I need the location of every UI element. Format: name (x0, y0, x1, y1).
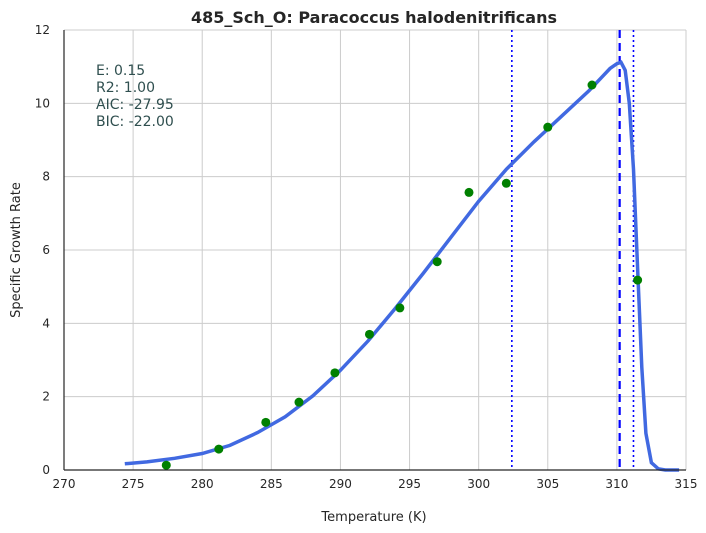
y-tick-label: 4 (42, 316, 50, 330)
data-point (464, 187, 474, 197)
data-point (395, 303, 405, 313)
stat-line: E: 0.15 (96, 63, 145, 79)
x-tick-label: 290 (329, 477, 352, 491)
x-tick-label: 315 (675, 477, 698, 491)
axes (63, 30, 686, 471)
stat-line: AIC: -27.95 (96, 97, 174, 113)
x-tick-label: 285 (260, 477, 283, 491)
y-tick-label: 8 (42, 170, 50, 184)
data-point (330, 368, 340, 378)
stat-line: R2: 1.00 (96, 80, 155, 96)
y-tick-label: 6 (42, 243, 50, 257)
data-point (364, 329, 374, 339)
x-tick-label: 295 (398, 477, 421, 491)
y-tick-label: 2 (42, 390, 50, 404)
data-point (261, 417, 271, 427)
y-tick-label: 0 (42, 463, 50, 477)
data-point (501, 178, 511, 188)
data-point (543, 122, 553, 132)
x-tick-label: 305 (536, 477, 559, 491)
x-tick-labels: 270 275 280 285 290 295 300 305 310 315 (53, 477, 698, 491)
grid-lines (63, 29, 687, 471)
reference-lines (511, 30, 635, 470)
data-point (214, 444, 224, 454)
x-axis-label: Temperature (K) (320, 510, 426, 525)
x-tick-label: 280 (191, 477, 214, 491)
x-tick-label: 275 (122, 477, 145, 491)
data-point (294, 397, 304, 407)
x-tick-label: 270 (53, 477, 76, 491)
data-point (633, 275, 643, 285)
chart-title: 485_Sch_O: Paracoccus halodenitrificans (191, 8, 557, 27)
stat-line: BIC: -22.00 (96, 114, 174, 130)
data-point (161, 460, 171, 470)
y-tick-label: 10 (35, 96, 50, 110)
y-axis-label: Specific Growth Rate (9, 182, 24, 318)
data-point (587, 80, 597, 90)
observed-points (161, 80, 643, 470)
y-tick-labels: 0 2 4 6 8 10 12 (35, 23, 50, 477)
x-tick-label: 310 (605, 477, 628, 491)
y-tick-label: 12 (35, 23, 50, 37)
fitted-curve (124, 60, 680, 472)
data-point (432, 257, 442, 267)
x-tick-label: 300 (467, 477, 490, 491)
